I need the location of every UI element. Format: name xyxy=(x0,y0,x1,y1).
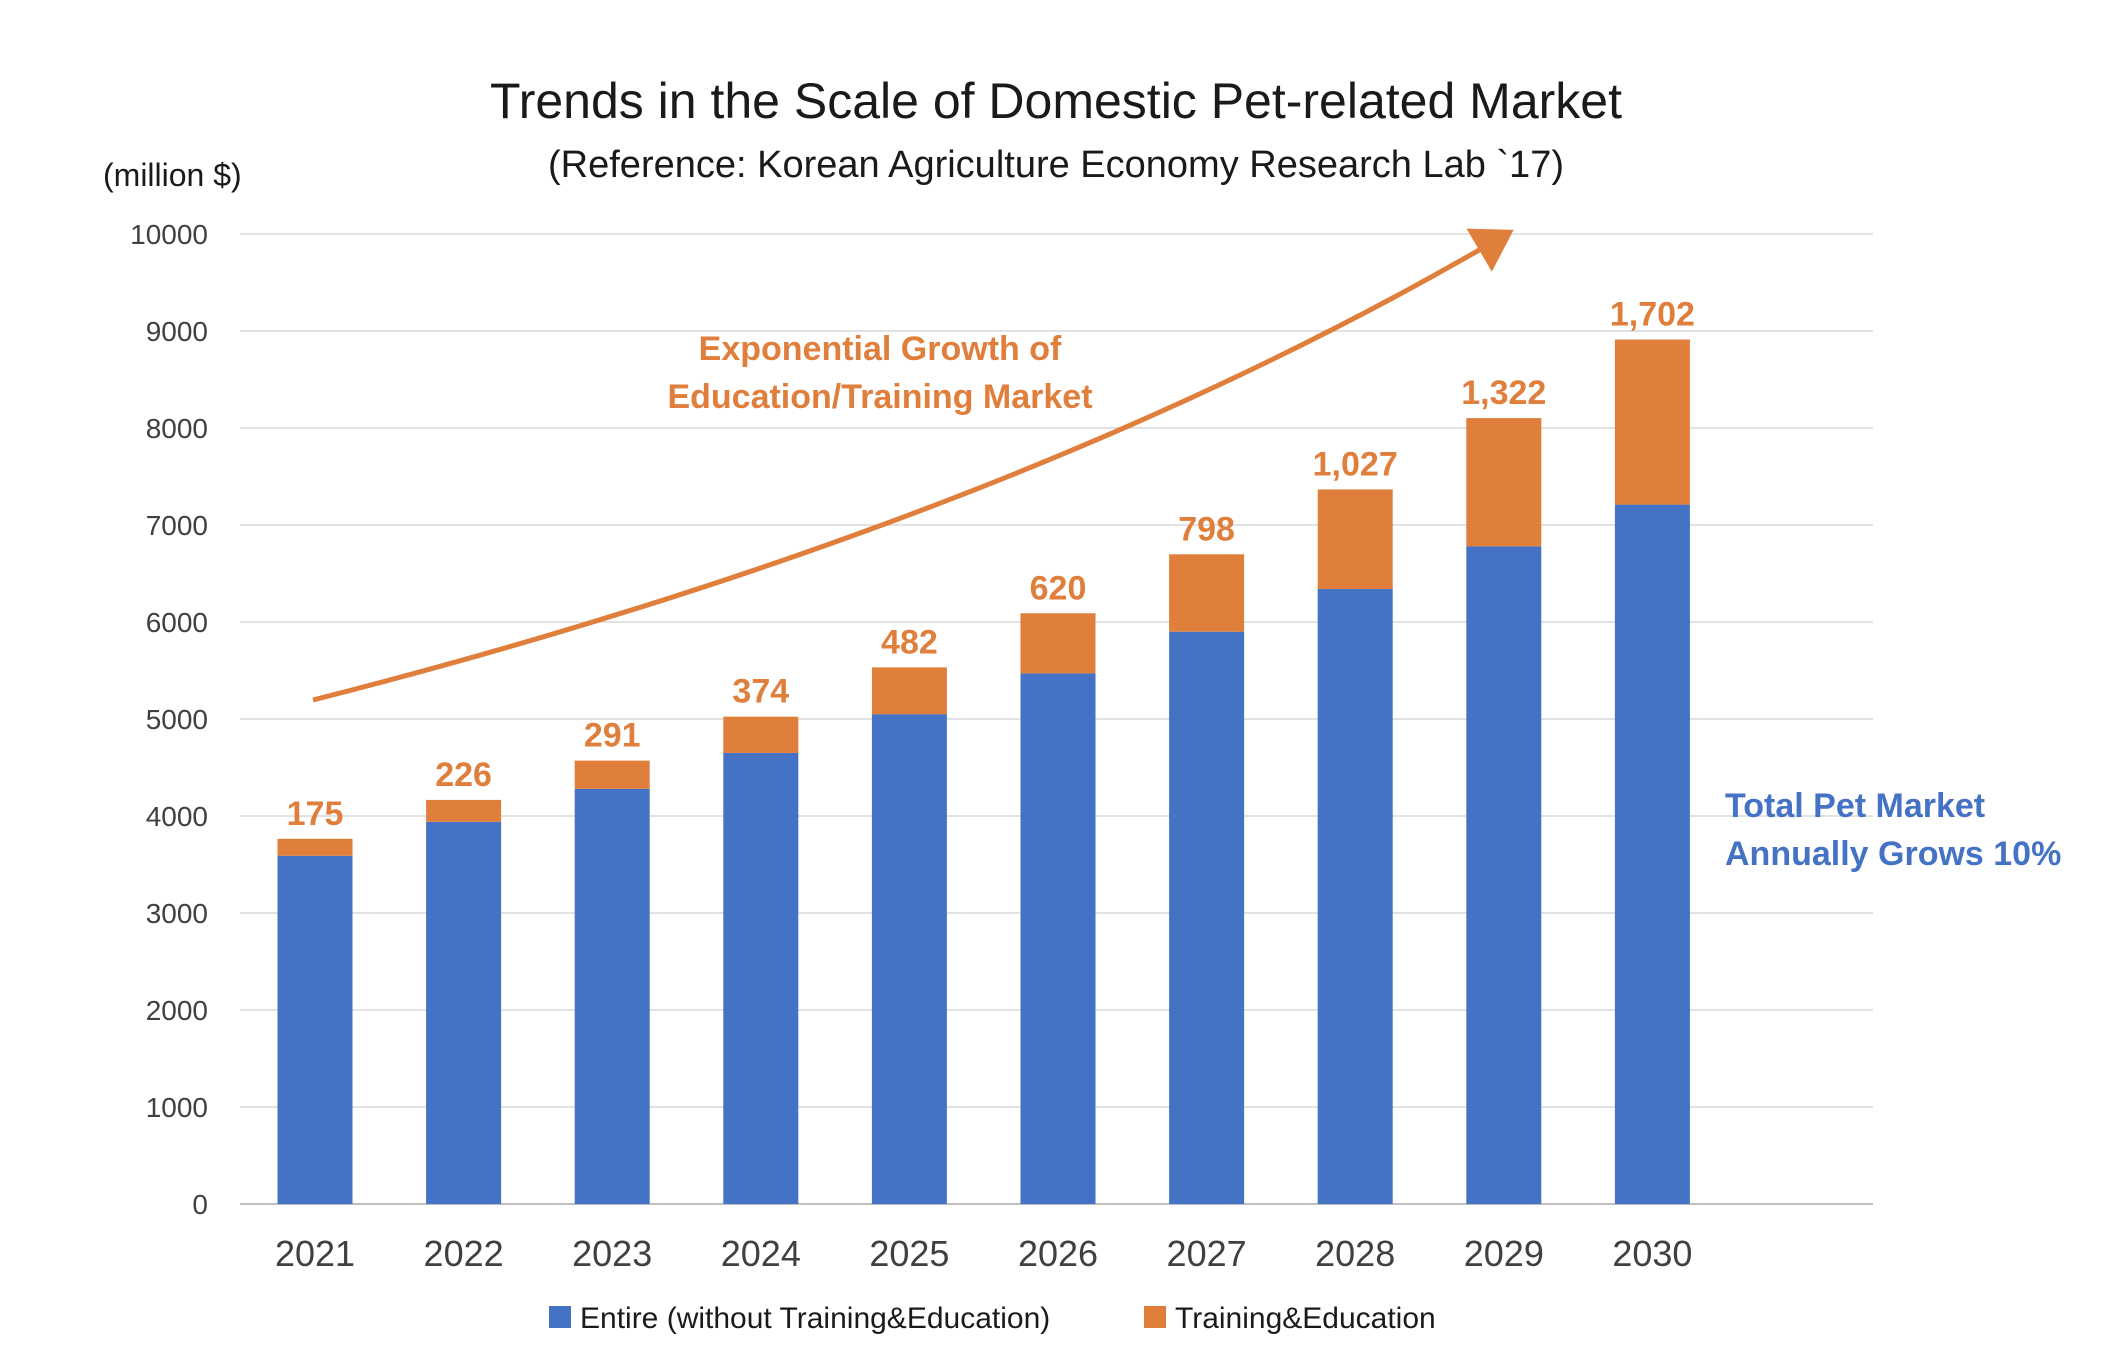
bar-entire xyxy=(1614,504,1690,1204)
x-tick-label: 2030 xyxy=(1612,1233,1692,1274)
y-tick-label: 0 xyxy=(192,1189,208,1220)
data-label: 226 xyxy=(435,756,492,794)
bar-training xyxy=(871,667,947,715)
bar-entire xyxy=(1169,631,1245,1204)
data-label: 374 xyxy=(732,673,789,711)
bar-entire xyxy=(723,752,799,1204)
total-market-annotation-line1: Total Pet Market xyxy=(1725,787,1985,825)
x-tick-label: 2024 xyxy=(721,1233,801,1274)
growth-annotation-line1: Exponential Growth of xyxy=(699,330,1062,368)
legend-label-training: Training&Education xyxy=(1175,1302,1436,1335)
bar-training xyxy=(1020,613,1096,674)
bar-training xyxy=(1169,554,1245,632)
bars xyxy=(277,339,1690,1204)
bar-entire xyxy=(574,788,650,1204)
bar-entire xyxy=(426,821,502,1204)
y-tick-label: 2000 xyxy=(146,995,208,1026)
data-label: 798 xyxy=(1178,510,1235,548)
legend-swatch-entire xyxy=(549,1306,571,1328)
chart-title: Trends in the Scale of Domestic Pet-rela… xyxy=(490,73,1622,129)
y-tick-label: 4000 xyxy=(146,801,208,832)
data-label: 1,702 xyxy=(1610,296,1695,334)
bar-entire xyxy=(871,714,947,1204)
bar-entire xyxy=(1466,546,1542,1204)
y-tick-label: 3000 xyxy=(146,898,208,929)
y-axis-tick-labels: 0 1000 2000 3000 4000 5000 6000 7000 8000 9000 100… xyxy=(130,219,208,1220)
bar-entire xyxy=(277,855,353,1204)
bar-entire xyxy=(1317,589,1393,1204)
legend: Entire (without Training&Education) Trai… xyxy=(549,1302,1436,1335)
x-tick-label: 2025 xyxy=(869,1233,949,1274)
y-tick-label: 7000 xyxy=(146,510,208,541)
bar-training xyxy=(723,716,799,753)
bar-training xyxy=(1614,339,1690,505)
total-market-annotation-line2: Annually Grows 10% xyxy=(1725,835,2061,873)
y-tick-label: 9000 xyxy=(146,316,208,347)
data-labels: 175 226 291 374 482 620 798 1,027 1,322 1,702 xyxy=(287,296,1695,833)
bar-training xyxy=(1317,489,1393,590)
y-tick-label: 10000 xyxy=(130,219,208,250)
data-label: 1,027 xyxy=(1313,445,1398,483)
y-axis-unit-label: (million $) xyxy=(103,157,242,193)
bar-training xyxy=(426,799,502,822)
chart-subtitle: (Reference: Korean Agriculture Economy R… xyxy=(548,144,1564,186)
bar-training xyxy=(277,838,353,856)
bar-entire xyxy=(1020,673,1096,1204)
y-tick-label: 6000 xyxy=(146,607,208,638)
y-tick-label: 8000 xyxy=(146,413,208,444)
bar-training xyxy=(1466,418,1542,547)
data-label: 620 xyxy=(1030,569,1087,607)
data-label: 291 xyxy=(584,717,641,755)
x-tick-label: 2023 xyxy=(572,1233,652,1274)
x-tick-label: 2029 xyxy=(1464,1233,1544,1274)
bar-training xyxy=(574,760,650,789)
legend-swatch-training xyxy=(1144,1306,1166,1328)
x-axis-tick-labels: 2021 2022 2023 2024 2025 2026 2027 2028 2029 2030 xyxy=(275,1233,1692,1274)
x-tick-label: 2021 xyxy=(275,1233,355,1274)
x-tick-label: 2028 xyxy=(1315,1233,1395,1274)
data-label: 1,322 xyxy=(1461,374,1546,412)
legend-label-entire: Entire (without Training&Education) xyxy=(580,1302,1050,1335)
growth-trend-arrow xyxy=(312,228,1514,703)
growth-annotation-line2: Education/Training Market xyxy=(667,378,1092,416)
y-tick-label: 1000 xyxy=(146,1092,208,1123)
x-tick-label: 2027 xyxy=(1167,1233,1247,1274)
x-tick-label: 2026 xyxy=(1018,1233,1098,1274)
data-label: 482 xyxy=(881,623,938,661)
y-tick-label: 5000 xyxy=(146,704,208,735)
data-label: 175 xyxy=(287,795,344,833)
x-tick-label: 2022 xyxy=(424,1233,504,1274)
